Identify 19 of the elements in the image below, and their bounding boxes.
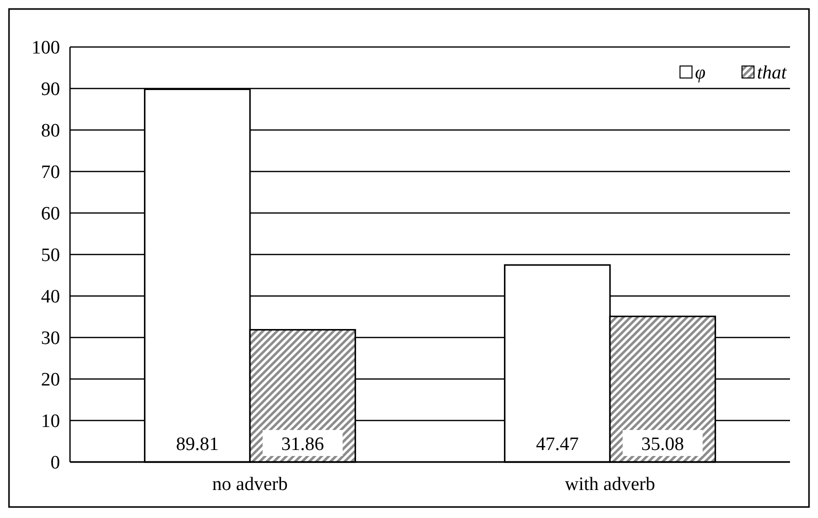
y-tick-label: 40 (41, 286, 60, 308)
y-tick-label: 90 (41, 79, 60, 100)
y-tick-label: 70 (41, 162, 60, 184)
y-tick-label: 20 (41, 370, 60, 391)
x-tick-label: no adverb (212, 474, 288, 495)
y-tick-label: 80 (41, 120, 60, 142)
legend-label: φ (695, 62, 706, 84)
y-tick-label: 10 (41, 411, 60, 432)
y-tick-label: 50 (41, 245, 60, 266)
y-tick-label: 0 (50, 452, 60, 474)
data-label: 35.08 (641, 434, 684, 455)
legend-label: that (757, 62, 788, 84)
y-tick-label: 100 (32, 38, 60, 59)
y-tick-label: 60 (41, 204, 60, 225)
data-label: 31.86 (281, 434, 324, 455)
y-tick-label: 30 (41, 328, 60, 350)
x-tick-label: with adverb (564, 474, 656, 495)
data-label: 89.81 (176, 434, 219, 455)
data-label: 47.47 (536, 434, 579, 455)
